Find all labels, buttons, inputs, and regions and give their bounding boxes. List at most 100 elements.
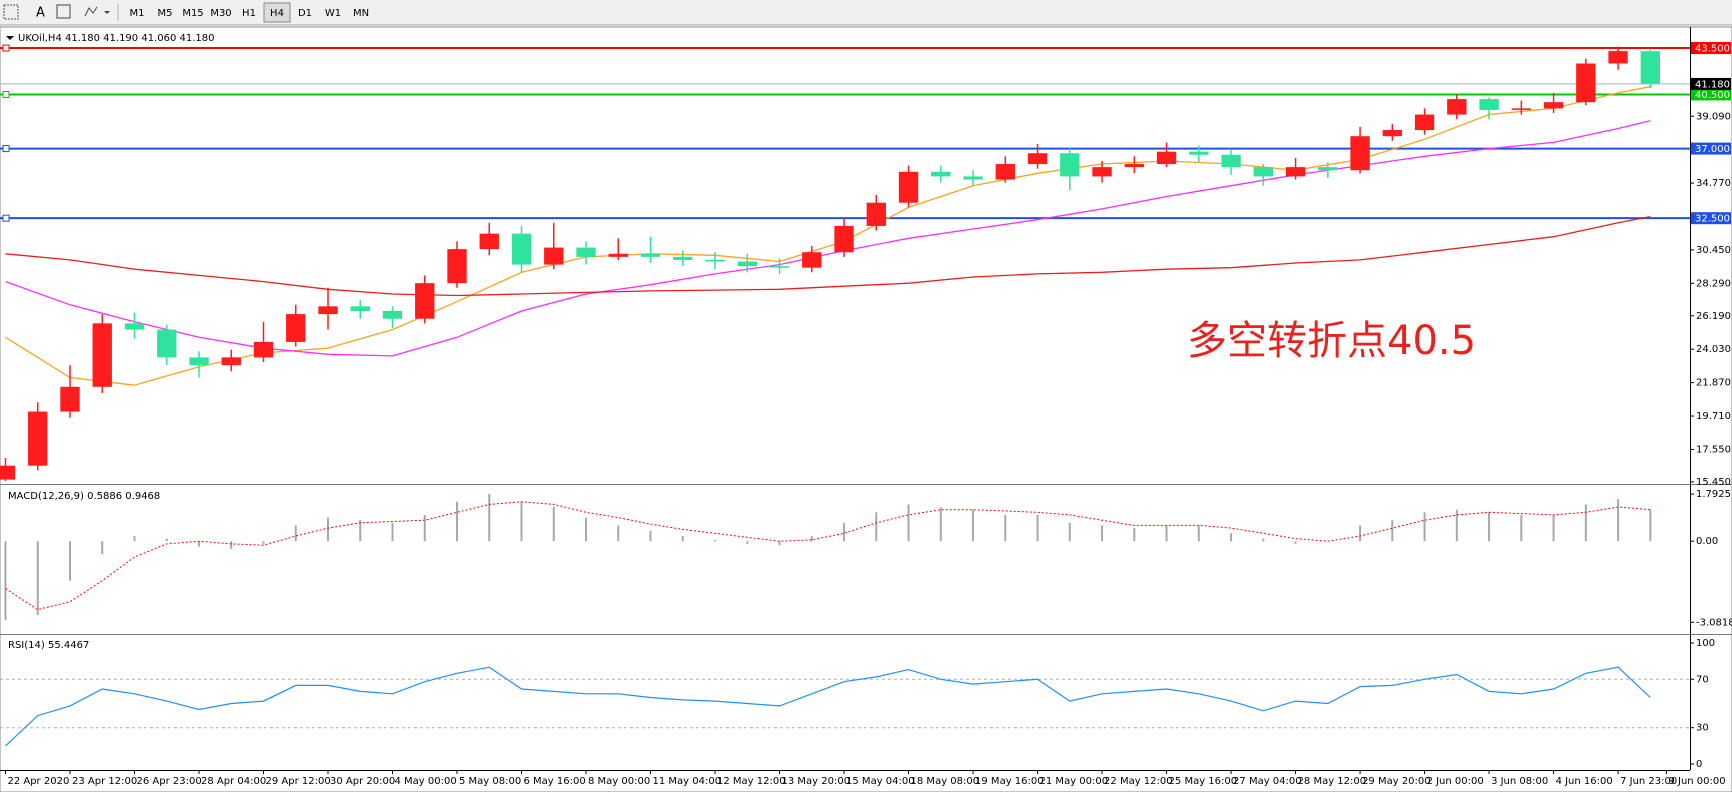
macd-bar	[1230, 533, 1233, 542]
timeframe-button[interactable]	[263, 2, 291, 23]
macd-bar	[907, 504, 910, 542]
candle-body	[866, 202, 886, 226]
candle-body	[1382, 130, 1402, 137]
x-tick-label: 15 May 04:00	[846, 776, 915, 787]
label-tool[interactable]	[56, 4, 71, 19]
macd-bar	[359, 520, 362, 542]
macd-bar	[843, 522, 846, 542]
level-handle	[2, 145, 10, 153]
x-tick-label: 7 Jun 23:00	[1620, 776, 1677, 787]
macd-bar	[585, 517, 588, 542]
macd-bar	[101, 541, 104, 555]
candle-body	[511, 233, 532, 265]
y-tick-label: 34.770	[1696, 178, 1731, 189]
annotation: 多空转折点40.5	[1187, 318, 1476, 364]
timeframe-button[interactable]	[236, 3, 262, 22]
candle-body	[1576, 63, 1596, 103]
macd-bar	[36, 541, 39, 615]
crosshair-icon[interactable]	[3, 4, 19, 20]
y-tick-label: 30	[1696, 723, 1709, 734]
y-tick-label: 39.090	[1696, 111, 1731, 122]
macd-bar	[649, 530, 652, 542]
level-label: 37.000	[1695, 144, 1730, 155]
collapse-arrow[interactable]	[6, 36, 14, 40]
x-tick-label: 12 May 12:00	[717, 776, 786, 787]
candle-body	[1124, 164, 1144, 168]
timeframe-label[interactable]: H1	[242, 8, 256, 19]
macd-bar	[262, 541, 265, 544]
candle-body	[995, 164, 1015, 180]
timeframe-label[interactable]: MN	[353, 8, 369, 19]
candle-body	[1447, 99, 1467, 115]
candle-body	[1479, 99, 1499, 110]
candle-body	[1092, 167, 1112, 177]
timeframe-button[interactable]	[292, 3, 318, 22]
y-tick-label: 0.00	[1696, 536, 1718, 547]
shapes-tool[interactable]	[84, 6, 98, 17]
timeframe-label[interactable]: W1	[325, 8, 341, 19]
y-tick-label: 15.450	[1696, 477, 1731, 488]
level-handle	[2, 90, 10, 98]
candle-body	[189, 357, 209, 366]
candle-body	[1060, 153, 1080, 177]
candle-body	[1318, 167, 1338, 171]
rsi-title: RSI(14) 55.4467	[8, 640, 89, 651]
macd-bar	[1455, 509, 1458, 542]
level-label-box	[1691, 142, 1731, 155]
macd-signal	[5, 501, 1651, 611]
level-label-box	[1691, 42, 1731, 55]
y-tick-label: 0	[1696, 759, 1702, 770]
y-tick-label: 21.870	[1696, 378, 1731, 389]
macd-bar	[1133, 528, 1136, 542]
macd-bar	[230, 541, 233, 550]
timeframe-label[interactable]: H4	[270, 8, 284, 19]
candle-body	[318, 306, 338, 315]
x-tick-label: 18 May 08:00	[911, 776, 980, 787]
y-tick-label: 100	[1696, 638, 1715, 649]
macd-bar	[391, 522, 394, 542]
macd-bar	[423, 514, 426, 542]
timeframe-button[interactable]	[348, 3, 374, 22]
timeframe-label[interactable]: M15	[182, 8, 203, 19]
macd-bar	[1197, 525, 1200, 542]
timeframe-label[interactable]: D1	[298, 8, 312, 19]
dropdown-arrow[interactable]	[104, 11, 110, 14]
timeframe-label[interactable]: M5	[158, 8, 173, 19]
macd-bar	[746, 541, 749, 544]
current-price-box	[1691, 77, 1731, 90]
candle-body	[447, 249, 467, 284]
candle-body	[673, 256, 693, 260]
candle-body	[1543, 102, 1564, 109]
macd-bar	[810, 535, 813, 542]
candle-body	[415, 283, 435, 319]
timeframe-label[interactable]: M1	[130, 8, 145, 19]
candle-body	[1608, 51, 1628, 64]
level-label: 43.500	[1695, 44, 1730, 55]
candle-body	[640, 253, 661, 257]
candle-body	[1414, 114, 1435, 131]
x-tick-label: 27 May 04:00	[1233, 776, 1302, 787]
macd-title: MACD(12,26,9) 0.5886 0.9468	[8, 491, 160, 502]
macd-bar	[1649, 509, 1652, 542]
macd-bar	[875, 512, 878, 542]
text-tool[interactable]: A	[36, 6, 45, 21]
timeframe-button[interactable]	[180, 3, 206, 22]
timeframe-button[interactable]	[208, 3, 234, 22]
candle-body	[1350, 136, 1370, 171]
toolbar-icons: A	[3, 4, 119, 21]
timeframe-button[interactable]	[320, 3, 346, 22]
x-tick-label: 21 May 00:00	[1040, 776, 1109, 787]
candle-body	[286, 314, 306, 342]
level-handle	[2, 214, 10, 222]
macd-bar	[1004, 514, 1007, 542]
candle-body	[737, 261, 757, 267]
y-tick-label: 26.190	[1696, 311, 1731, 322]
candle-body	[28, 411, 48, 466]
timeframe-button[interactable]	[124, 3, 150, 22]
timeframe-button[interactable]	[152, 3, 178, 22]
candle-body	[60, 386, 80, 412]
timeframe-label[interactable]: M30	[210, 8, 231, 19]
y-tick-label: 70	[1696, 674, 1709, 685]
y-tick-label: 1.7925	[1696, 489, 1731, 500]
